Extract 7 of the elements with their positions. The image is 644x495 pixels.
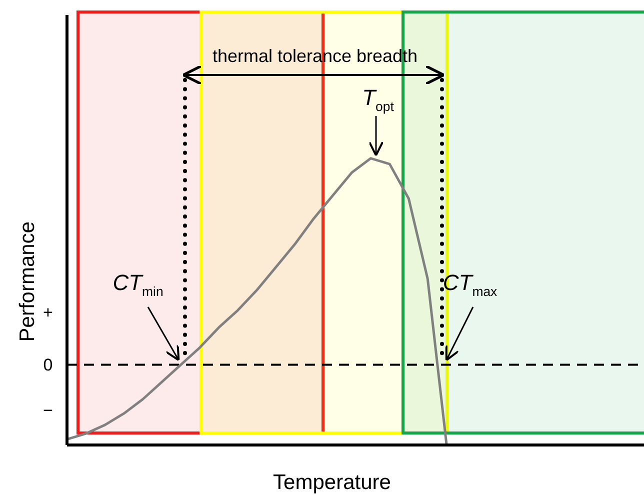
y-axis-title: Performance	[16, 221, 39, 342]
text: T$_{opt}$	[362, 85, 394, 114]
ref-line-label: 0	[43, 356, 53, 375]
text: +	[43, 303, 54, 322]
text: −	[43, 401, 54, 420]
annotation: CT$_{min}$	[112, 270, 164, 299]
x-axis-title: Temperature	[273, 471, 391, 494]
